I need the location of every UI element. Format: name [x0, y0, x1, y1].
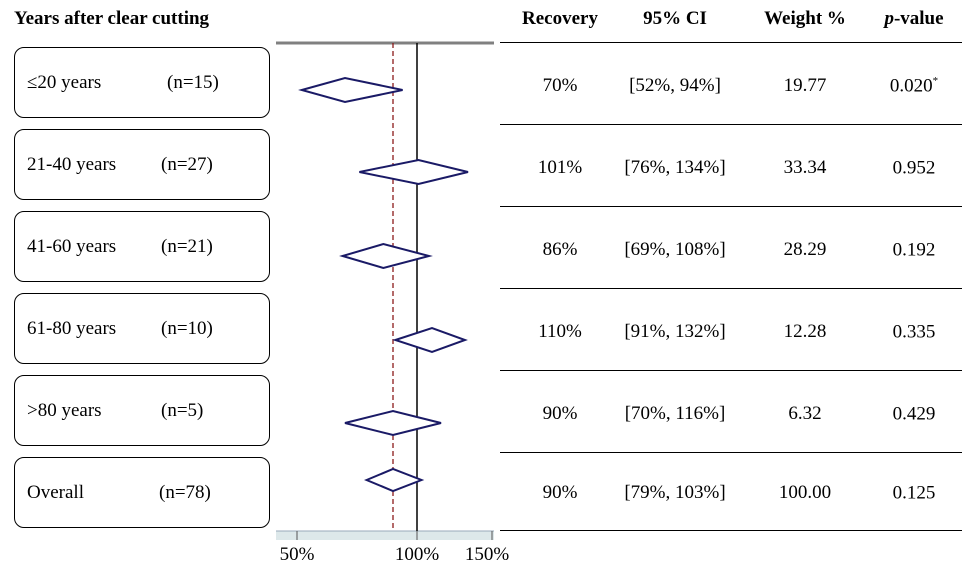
- group-n: (n=15): [167, 71, 219, 93]
- header-ci: 95% CI: [643, 8, 707, 29]
- cell-p: 0.192: [892, 239, 936, 261]
- cell-recovery: 90%: [542, 482, 578, 503]
- group-label: 61-80 years: [27, 317, 117, 339]
- table-rule: [500, 206, 962, 207]
- cell-weight: 100.00: [778, 482, 832, 503]
- cell-p: 0.335: [892, 321, 936, 343]
- cell-p: 0.020*: [889, 75, 939, 97]
- group-label: ≤20 years: [27, 71, 102, 93]
- x-axis-band: [276, 531, 494, 540]
- table-rule: [500, 530, 962, 531]
- group-label: >80 years: [27, 399, 102, 421]
- table-rule: [500, 288, 962, 289]
- group-n: (n=78): [159, 481, 211, 503]
- cell-weight: 19.77: [783, 75, 827, 96]
- table-rule: [500, 452, 962, 453]
- cell-ci: [79%, 103%]: [624, 482, 726, 503]
- cell-ci: [91%, 132%]: [624, 321, 726, 342]
- cell-ci: [70%, 116%]: [624, 403, 726, 424]
- group-label: 41-60 years: [27, 235, 117, 257]
- cell-p: 0.429: [892, 403, 936, 425]
- cell-recovery: 86%: [542, 239, 578, 260]
- cell-weight: 6.32: [788, 403, 822, 424]
- group-box-5: Overall (n=78): [14, 457, 270, 528]
- cell-recovery: 110%: [538, 321, 582, 342]
- estimate-diamond: [392, 326, 468, 354]
- cell-weight: 33.34: [783, 157, 827, 178]
- header-group: Years after clear cutting: [14, 8, 210, 29]
- group-n: (n=27): [161, 153, 213, 175]
- header-recovery: Recovery: [522, 8, 598, 29]
- group-box-2: 41-60 years (n=21): [14, 211, 270, 282]
- estimate-diamond: [298, 76, 403, 104]
- group-n: (n=10): [161, 317, 213, 339]
- group-box-4: >80 years (n=5): [14, 375, 270, 446]
- table-rule: [500, 42, 962, 43]
- x-tick-label: 150%: [464, 544, 510, 565]
- estimate-diamond: [359, 158, 469, 186]
- estimate-diamond: [344, 409, 442, 437]
- cell-p: 0.125: [892, 482, 936, 504]
- table-rule: [500, 370, 962, 371]
- cell-weight: 12.28: [783, 321, 827, 342]
- estimate-diamond: [364, 467, 425, 493]
- cell-weight: 28.29: [783, 239, 827, 260]
- group-n: (n=21): [161, 235, 213, 257]
- cell-ci: [52%, 94%]: [629, 75, 721, 96]
- cell-p: 0.952: [892, 157, 936, 179]
- header-p-value: p-value: [884, 8, 944, 29]
- group-label: Overall: [27, 481, 84, 503]
- header-weight: Weight %: [764, 8, 846, 29]
- cell-recovery: 101%: [537, 157, 583, 178]
- cell-ci: [76%, 134%]: [624, 157, 726, 178]
- x-tick-label: 100%: [394, 544, 440, 565]
- cell-recovery: 90%: [542, 403, 578, 424]
- group-n: (n=5): [161, 399, 204, 421]
- estimate-diamond: [339, 242, 433, 270]
- group-box-1: 21-40 years (n=27): [14, 129, 270, 200]
- group-box-0: ≤20 years (n=15): [14, 47, 270, 118]
- group-label: 21-40 years: [27, 153, 117, 175]
- group-box-3: 61-80 years (n=10): [14, 293, 270, 364]
- cell-recovery: 70%: [542, 75, 578, 96]
- cell-ci: [69%, 108%]: [624, 239, 726, 260]
- table-rule: [500, 124, 962, 125]
- x-tick-label: 50%: [279, 544, 315, 565]
